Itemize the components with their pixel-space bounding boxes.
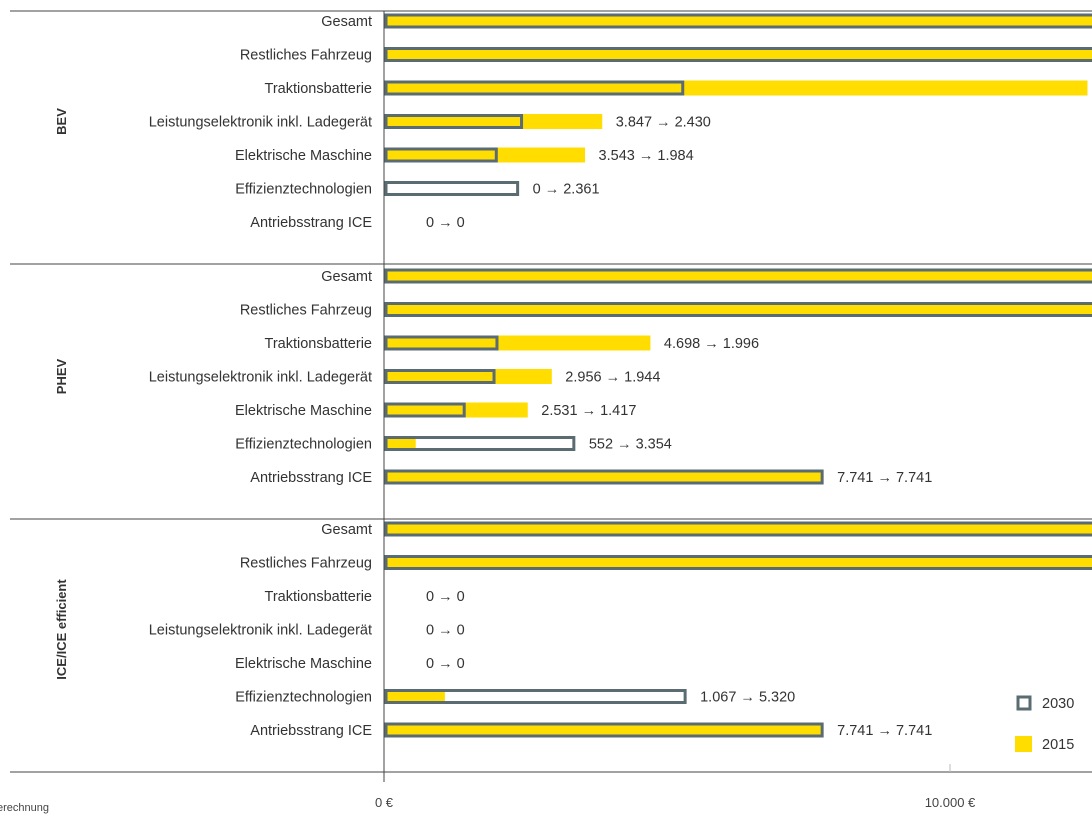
bar-2030 [384,114,524,129]
bar-2015 [384,268,1092,284]
category-label: Traktionsbatterie [265,81,372,97]
legend-swatch-2030 [1016,695,1032,711]
x-tick-label: 0 € [375,795,394,810]
category-label: Elektrische Maschine [235,656,372,672]
bar-2015 [384,722,823,738]
bars [384,13,1092,738]
value-label: 4.698 → 1.996 [664,336,759,352]
bar-2015 [384,469,823,485]
legend-swatch-2015 [1015,736,1032,752]
bar-2030 [384,555,1092,570]
bar-2030 [384,13,1092,29]
group-label: BEV [54,108,69,135]
category-label: Effizienztechnologien [235,690,372,706]
category-label: Elektrische Maschine [235,148,372,164]
category-label: Leistungselektronik inkl. Ladegerät [149,623,372,639]
bar-2015 [384,80,1088,96]
value-label: 0 → 0 [426,589,465,605]
category-label: Traktionsbatterie [265,589,372,605]
bar-2030 [384,689,687,704]
bar-2030 [384,402,466,418]
category-label: Leistungselektronik inkl. Ladegerät [149,370,372,386]
bar-2015 [384,521,1092,537]
legend-label: 2030 [1042,696,1074,712]
category-label: Antriebsstrang ICE [250,470,372,486]
labels: BEVGesamt40.549 → 32.619Restliches Fahrz… [54,14,932,739]
category-label: Restliches Fahrzeug [240,48,372,64]
bar-2030 [384,47,1092,62]
value-label: 0 → 0 [426,623,465,639]
value-label: 3.543 → 1.984 [599,148,694,164]
group-label: ICE/ICE efficient [54,579,69,680]
bar-2030 [384,722,824,738]
x-gridlines [949,764,951,772]
bar-2015 [384,335,651,351]
bar-2030 [384,335,499,351]
category-label: Restliches Fahrzeug [240,303,372,319]
legend: 2030 2015 [1015,695,1074,753]
category-label: Gesamt [321,269,372,285]
bar-2030 [384,369,496,384]
value-label: 3.847 → 2.430 [616,115,711,131]
bar-2030 [384,469,824,485]
category-label: Traktionsbatterie [265,336,372,352]
bar-2015 [384,436,416,451]
category-label: Leistungselektronik inkl. Ladegerät [149,115,372,131]
bar-2030 [384,302,1092,317]
bar-2015 [384,13,1092,29]
bar-2030 [384,80,685,96]
value-label: 0 → 0 [426,215,465,231]
bar-2015 [384,302,1092,317]
bar-2015 [384,47,1092,62]
group-label: PHEV [54,358,69,394]
bar-2015 [384,555,1092,570]
source-footnote: erechnung [0,802,49,814]
value-label: 2.956 → 1.944 [565,370,660,386]
bar-2030 [384,436,576,451]
bar-2030 [384,181,520,196]
bar-2030 [384,147,498,163]
category-label: Antriebsstrang ICE [250,723,372,739]
value-label: 552 → 3.354 [589,437,672,453]
value-label: 0 → 0 [426,656,465,672]
value-label: 7.741 → 7.741 [837,723,932,739]
bar-2015 [384,369,552,384]
category-label: Effizienztechnologien [235,437,372,453]
bar-2030 [384,268,1092,284]
bar-2030 [384,521,1092,537]
category-label: Gesamt [321,14,372,30]
category-label: Effizienztechnologien [235,182,372,198]
category-label: Antriebsstrang ICE [250,215,372,231]
value-label: 1.067 → 5.320 [700,690,795,706]
legend-label: 2015 [1042,737,1074,753]
x-tick-label: 10.000 € [925,795,976,810]
bar-2015 [384,689,445,704]
group-separators [10,10,1092,773]
bar-2015 [384,114,603,129]
x-axis-ticks: 0 €10.000 €20.000 €30.000 €40.000 € [375,795,976,810]
bar-2015 [384,147,586,163]
value-label: 7.741 → 7.741 [837,470,932,486]
value-label: 0 → 2.361 [533,182,600,198]
value-label: 2.531 → 1.417 [541,403,636,419]
bar-2015 [384,402,528,418]
category-label: Elektrische Maschine [235,403,372,419]
category-label: Gesamt [321,522,372,538]
category-label: Restliches Fahrzeug [240,556,372,572]
